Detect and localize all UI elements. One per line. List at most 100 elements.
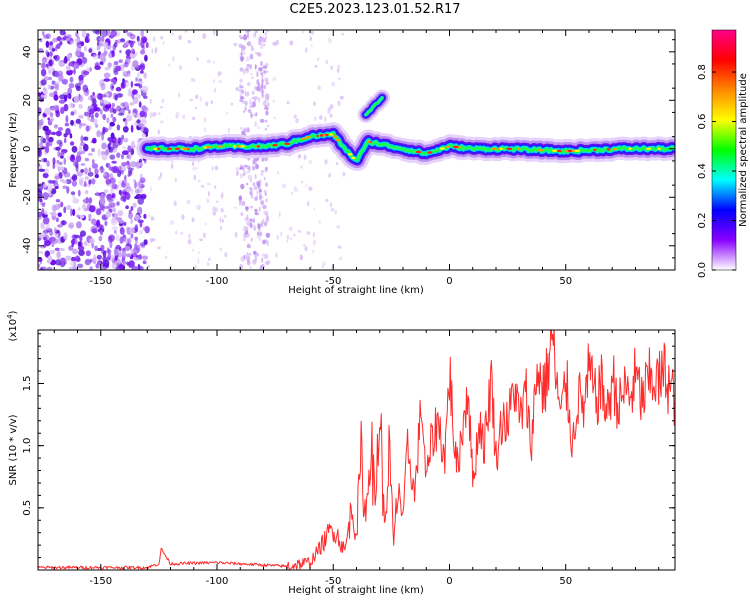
trace-hotspot — [557, 149, 562, 153]
noise-speck — [114, 39, 118, 45]
noise-speck — [106, 256, 110, 262]
noise-speck — [101, 142, 107, 150]
noise-speck — [42, 216, 50, 225]
noise-speck — [78, 94, 84, 103]
noise-speck — [108, 149, 114, 153]
noise-speck — [99, 61, 104, 65]
noise-speck — [125, 187, 132, 193]
noise-speck — [111, 226, 118, 231]
noise-speck — [246, 255, 251, 262]
trace-hotspot — [567, 149, 573, 153]
noise-speck — [40, 119, 44, 126]
snr-y-multiplier: (x104) — [6, 310, 19, 341]
noise-speck — [109, 147, 115, 151]
noise-speck — [191, 161, 195, 165]
snr-line — [38, 330, 675, 570]
noise-speck — [264, 166, 268, 171]
noise-speck — [54, 175, 60, 180]
noise-speck — [60, 201, 64, 208]
y-tick-label: 1.5 — [22, 376, 33, 392]
noise-speck — [42, 183, 48, 188]
noise-speck — [193, 174, 197, 181]
noise-speck — [122, 80, 128, 83]
noise-speck — [210, 100, 213, 104]
noise-speck — [94, 168, 99, 175]
noise-speck — [112, 116, 117, 123]
noise-speck — [260, 200, 265, 205]
noise-speck — [180, 231, 184, 235]
noise-speck — [247, 174, 252, 181]
noise-speck — [101, 30, 108, 37]
noise-speck — [48, 69, 51, 75]
noise-speck — [128, 212, 133, 220]
noise-speck — [336, 225, 341, 229]
noise-speck — [123, 137, 129, 143]
noise-speck — [244, 90, 247, 97]
noise-speck — [260, 171, 264, 176]
noise-speck — [304, 246, 308, 252]
noise-speck — [259, 43, 264, 50]
noise-speck — [246, 63, 250, 68]
noise-speck — [329, 114, 333, 118]
noise-speck — [58, 203, 61, 208]
noise-speck — [247, 91, 250, 97]
noise-speck — [113, 248, 119, 256]
noise-speck — [258, 236, 262, 242]
noise-speck — [265, 106, 269, 111]
noise-speck — [72, 248, 78, 255]
noise-speck — [213, 30, 216, 36]
trace-hotspot — [167, 147, 172, 150]
noise-speck — [115, 233, 120, 242]
noise-speck — [48, 76, 52, 81]
noise-speck — [263, 43, 266, 47]
noise-speck — [149, 112, 154, 119]
noise-speck — [99, 197, 106, 206]
noise-speck — [293, 114, 297, 119]
noise-speck — [55, 80, 61, 85]
noise-speck — [91, 228, 97, 234]
noise-speck — [43, 158, 48, 163]
noise-speck — [116, 105, 122, 112]
noise-speck — [219, 247, 223, 252]
noise-speck — [258, 40, 263, 46]
trace-hotspot — [181, 147, 189, 150]
noise-speck — [111, 183, 118, 190]
noise-speck — [245, 226, 249, 231]
noise-speck — [225, 111, 229, 115]
noise-speck — [132, 202, 137, 208]
noise-speck — [178, 65, 183, 70]
noise-speck — [94, 112, 99, 118]
noise-speck — [63, 157, 67, 165]
noise-speck — [242, 110, 246, 114]
noise-speck — [175, 177, 177, 183]
trace-hotspot — [452, 145, 459, 149]
trace-hotspot — [175, 147, 181, 150]
noise-speck — [240, 95, 243, 100]
noise-speck — [241, 45, 247, 50]
noise-speck — [55, 146, 61, 151]
noise-speck — [92, 98, 97, 106]
noise-speck — [286, 100, 290, 105]
noise-speck — [253, 224, 256, 231]
noise-speck — [293, 233, 296, 237]
noise-speck — [45, 40, 50, 48]
noise-speck — [77, 245, 85, 251]
noise-speck — [84, 111, 89, 117]
noise-speck — [249, 265, 252, 270]
noise-speck — [80, 135, 84, 143]
noise-speck — [219, 225, 223, 231]
noise-speck — [56, 251, 61, 259]
noise-speck — [91, 163, 99, 169]
noise-speck — [250, 112, 253, 118]
noise-speck — [250, 45, 254, 52]
noise-speck — [151, 48, 154, 54]
noise-speck — [84, 157, 90, 162]
noise-speck — [79, 214, 85, 219]
noise-speck — [264, 192, 267, 196]
noise-speck — [296, 189, 299, 192]
noise-speck — [120, 81, 127, 89]
noise-speck — [51, 131, 57, 136]
noise-speck — [148, 44, 151, 48]
noise-speck — [49, 41, 54, 46]
noise-speck — [312, 239, 317, 246]
